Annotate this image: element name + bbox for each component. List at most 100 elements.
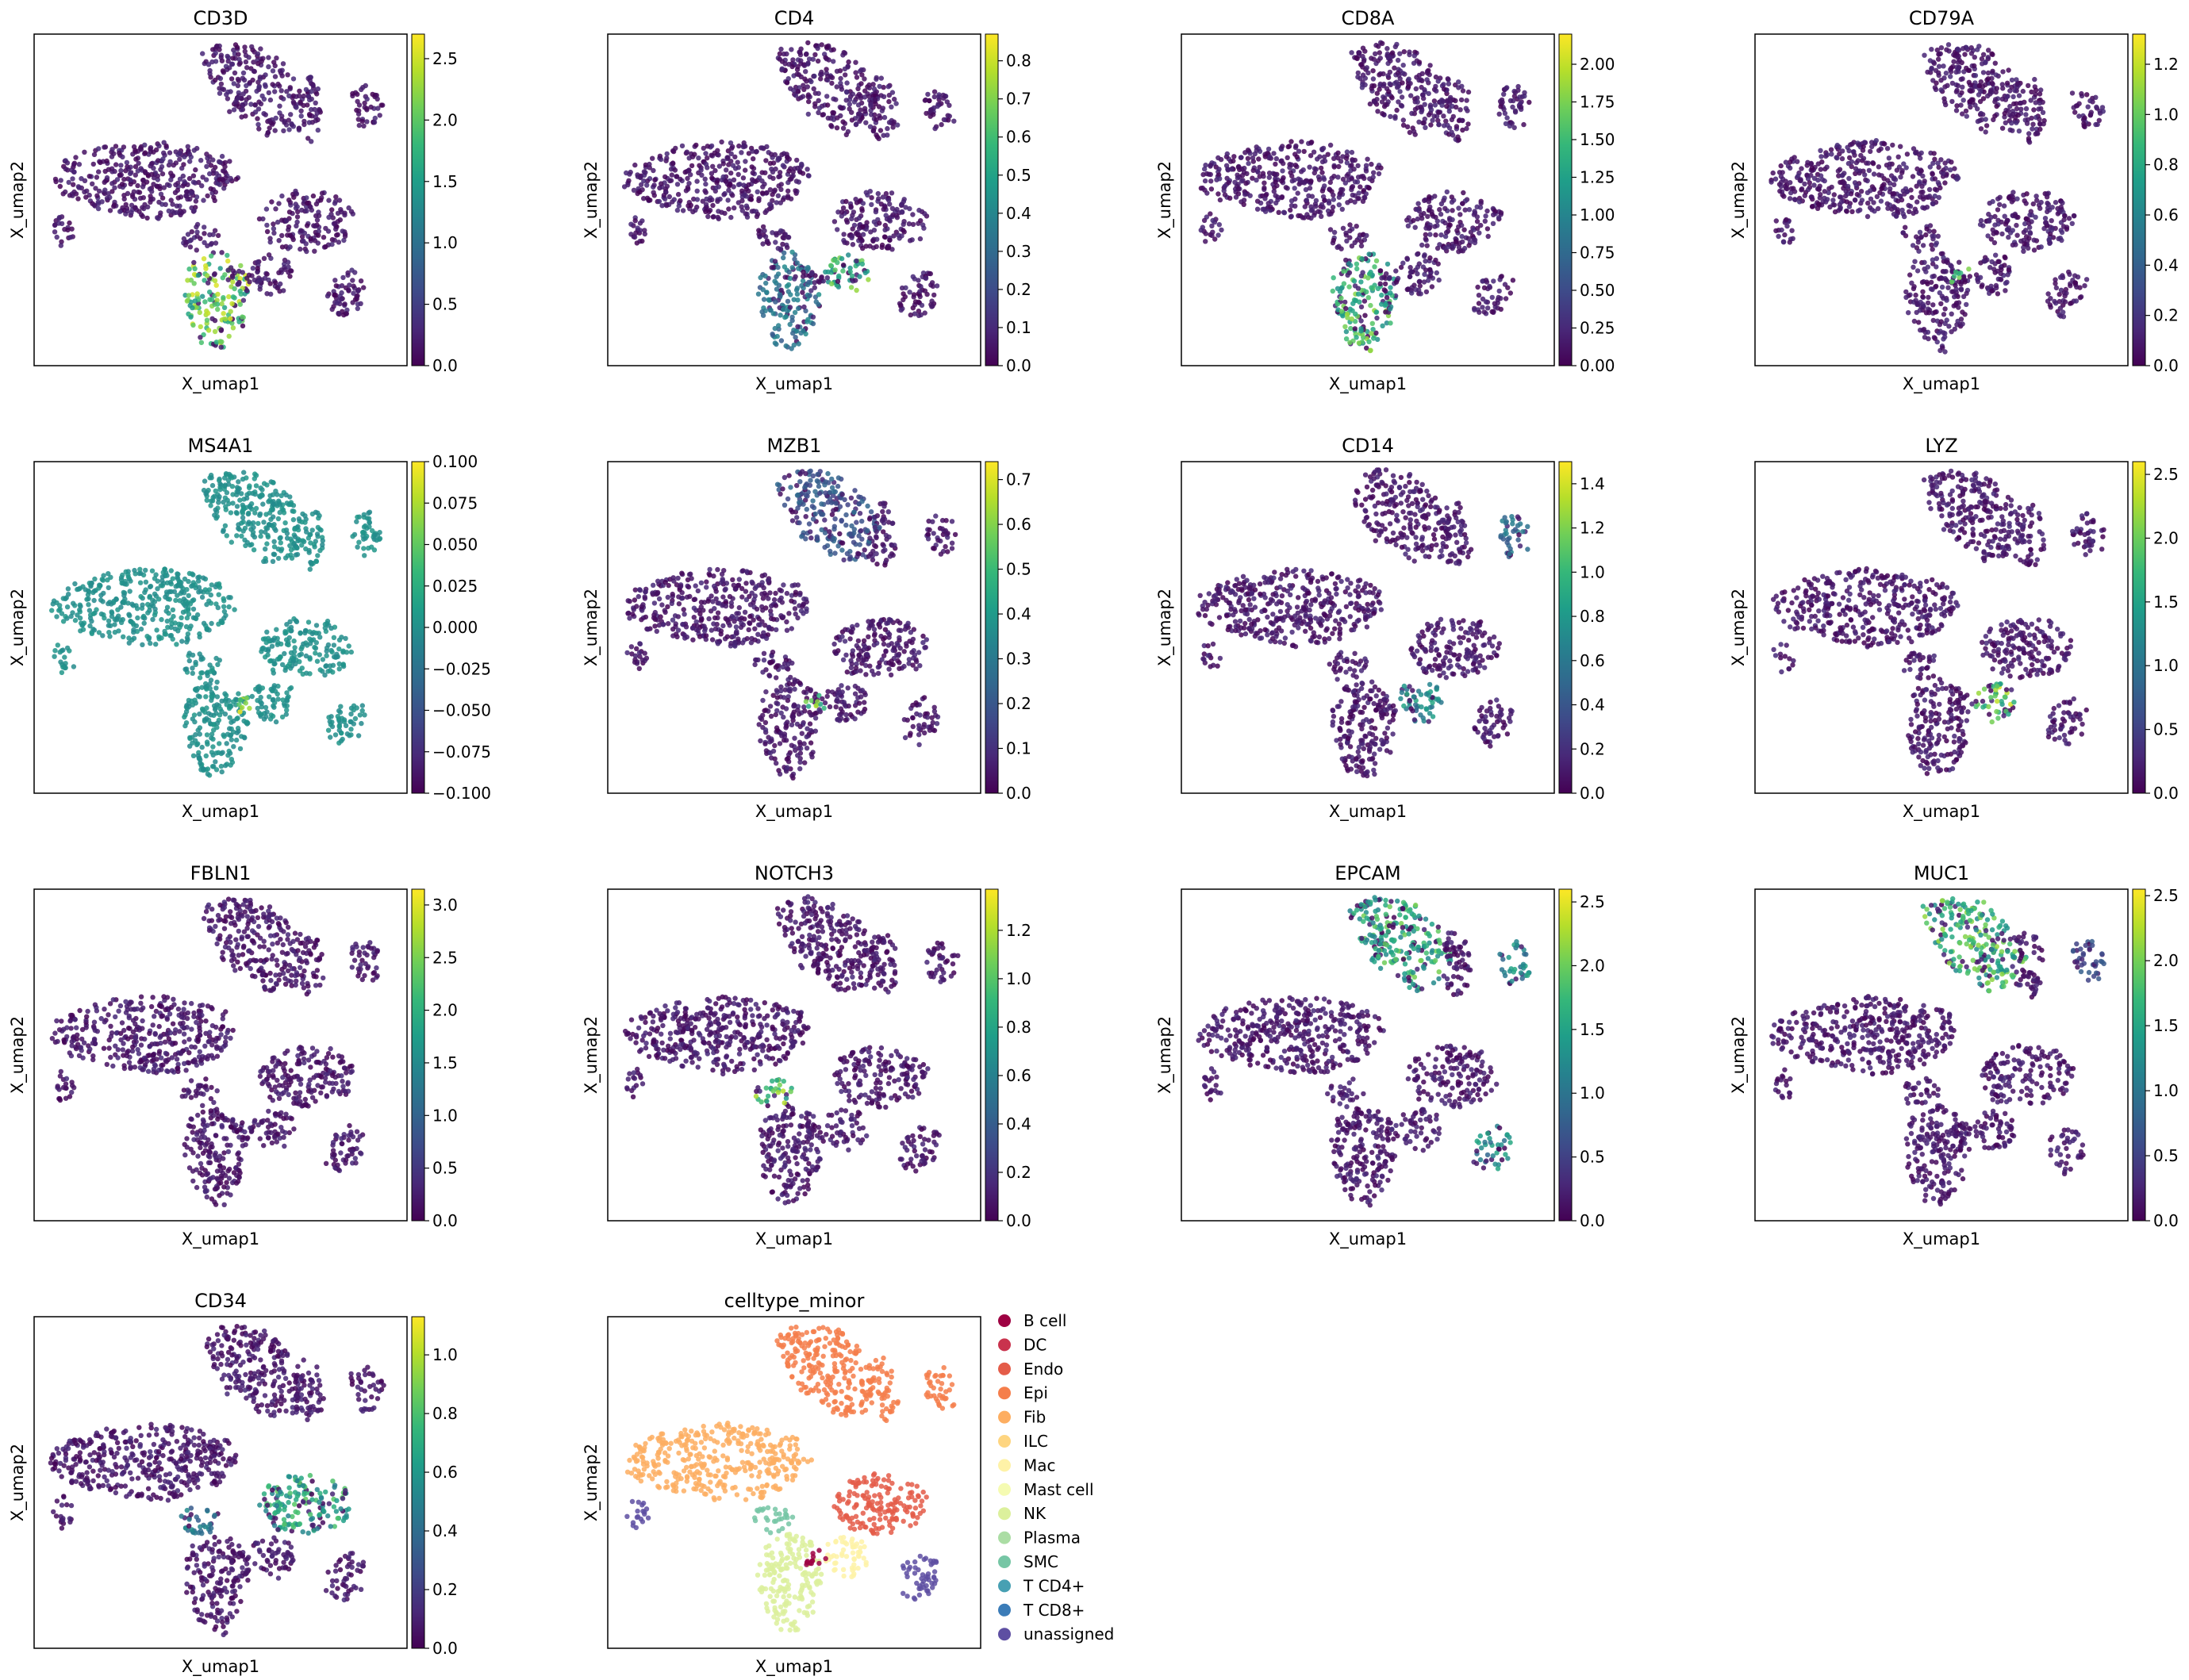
umap-point [193,167,198,173]
umap-point [1792,197,1798,202]
umap-point [1840,148,1845,154]
umap-point [1319,213,1324,219]
umap-point [1411,128,1417,134]
umap-point [1388,290,1393,296]
umap-point [215,232,221,239]
umap-point [1930,247,1935,252]
umap-point [190,322,196,328]
umap-point [1954,87,1960,94]
umap-point [1475,225,1480,232]
umap-point [301,238,306,244]
umap-point [2004,94,2010,100]
umap-point [805,167,810,172]
umap-point [1990,52,1995,58]
umap-point [1930,286,1935,293]
umap-point [271,539,277,544]
umap-point [345,272,351,278]
umap-point [749,177,755,182]
umap-point [1392,44,1399,50]
umap-point [835,278,841,284]
umap-point [240,70,247,76]
umap-point [1300,167,1306,173]
umap-point [2068,283,2073,289]
umap-point [236,56,242,63]
umap-point [886,98,892,105]
umap-point [1389,50,1396,56]
umap-point [205,243,210,248]
umap-point [252,109,259,115]
umap-point [325,293,331,299]
umap-point [102,144,107,150]
umap-point [925,91,931,98]
umap-point [2031,237,2037,243]
umap-point [240,314,245,320]
umap-point [275,81,281,87]
umap-point [901,228,906,233]
umap-point [217,86,222,91]
umap-point [1411,282,1417,288]
umap-point [726,187,732,194]
umap-point [2033,194,2039,199]
umap-point [1985,93,1991,99]
umap-point [1279,158,1285,163]
umap-point [2000,69,2006,75]
umap-point [263,83,268,90]
umap-point [109,181,115,186]
umap-point [258,101,264,107]
umap-point [2015,113,2021,118]
umap-point [1465,89,1472,95]
umap-point [887,237,893,243]
umap-point [1289,178,1296,184]
umap-point [1373,51,1378,57]
umap-point [368,104,374,110]
umap-point [175,195,181,201]
umap-point [782,61,788,67]
umap-point [910,274,916,279]
umap-point [113,144,119,149]
umap-point [265,129,271,136]
umap-point [1221,188,1227,194]
umap-point [271,544,278,550]
umap-point [1288,162,1295,167]
umap-point [1904,152,1911,157]
umap-point [2072,280,2078,286]
umap-point [1779,227,1784,233]
umap-point [1415,216,1421,222]
umap-point [280,61,286,67]
umap-point [1937,185,1943,191]
umap-point [1340,187,1346,193]
umap-point [748,197,755,202]
umap-point [96,188,102,194]
umap-point [307,78,313,83]
umap-point [229,274,236,280]
umap-point [868,229,874,235]
umap-point [1490,221,1496,226]
umap-points [52,42,386,350]
umap-point [1910,243,1916,248]
umap-point [1915,240,1921,245]
umap-point [1273,193,1278,198]
umap-point [2052,298,2057,305]
umap-point [303,86,309,93]
umap-point [319,190,325,196]
umap-point [1370,76,1377,82]
umap-point [712,150,717,155]
umap-point [1958,76,1964,82]
umap-point [190,173,197,178]
umap-point [1288,139,1294,144]
umap-point [247,279,252,285]
colorbar-tick-label: 1.0 [432,233,458,252]
umap-point [288,112,294,117]
umap-point [1432,224,1438,229]
umap-point [333,194,339,200]
umap-point [1491,278,1496,284]
umap-point [286,198,292,203]
umap-point [219,250,225,255]
umap-point [213,190,218,195]
umap-point [1377,86,1382,92]
umap-point [1942,180,1948,186]
umap-point [1336,194,1342,200]
umap-point [210,167,217,174]
umap-point [889,190,895,196]
umap-point [885,84,892,90]
